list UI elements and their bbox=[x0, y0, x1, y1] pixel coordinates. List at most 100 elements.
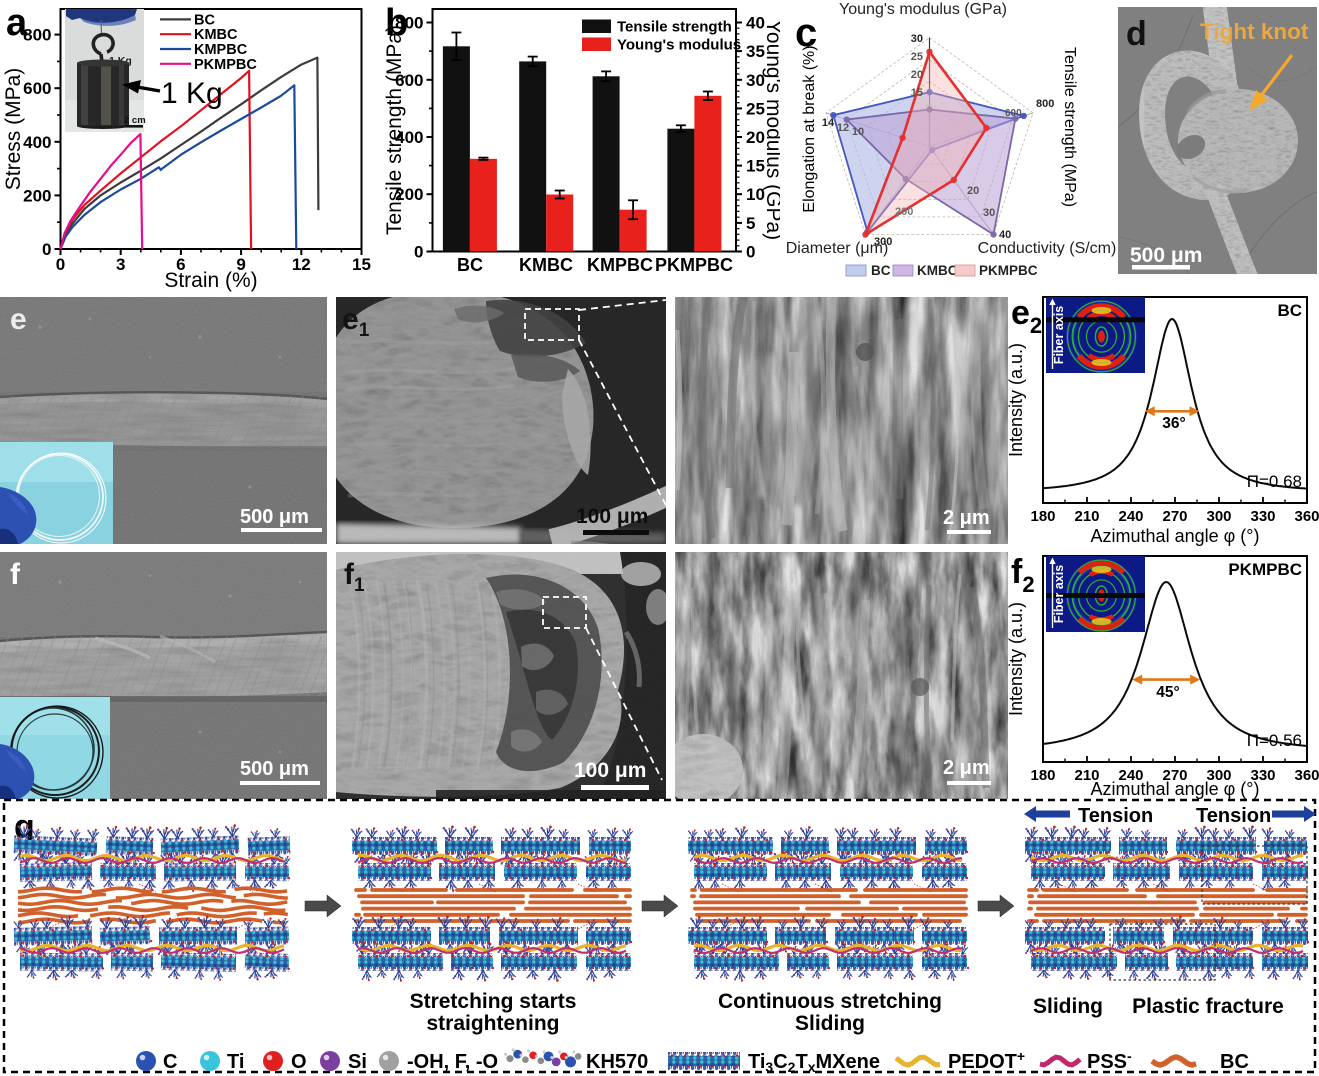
svg-text:200: 200 bbox=[895, 206, 913, 218]
svg-text:Sliding: Sliding bbox=[1033, 995, 1103, 1018]
svg-text:Ti: Ti bbox=[227, 1051, 244, 1073]
svg-text:Sliding: Sliding bbox=[795, 1012, 865, 1035]
svg-text:9: 9 bbox=[236, 255, 245, 274]
svg-text:30: 30 bbox=[983, 207, 995, 219]
svg-text:20: 20 bbox=[746, 128, 765, 147]
svg-text:0: 0 bbox=[56, 255, 65, 274]
svg-text:20: 20 bbox=[911, 69, 923, 81]
svg-text:O: O bbox=[291, 1051, 307, 1073]
svg-text:0: 0 bbox=[42, 240, 51, 259]
svg-text:PKMPBC: PKMPBC bbox=[655, 255, 733, 275]
svg-text:Elongation at break (%): Elongation at break (%) bbox=[801, 45, 818, 212]
svg-text:Tensile strength: Tensile strength bbox=[617, 19, 732, 36]
svg-text:800: 800 bbox=[395, 14, 423, 33]
svg-text:600: 600 bbox=[395, 71, 423, 90]
svg-text:Intensity (a.u.): Intensity (a.u.) bbox=[1008, 343, 1026, 457]
svg-text:PKMPBC: PKMPBC bbox=[194, 57, 257, 73]
svg-text:f2: f2 bbox=[1011, 553, 1035, 597]
svg-text:15: 15 bbox=[352, 255, 371, 274]
svg-text:30: 30 bbox=[746, 71, 765, 90]
svg-text:Π=0.56: Π=0.56 bbox=[1247, 731, 1302, 750]
svg-text:Young's modulus (GPa): Young's modulus (GPa) bbox=[839, 1, 1007, 18]
svg-text:straightening: straightening bbox=[426, 1012, 559, 1035]
svg-text:BC: BC bbox=[1220, 1051, 1249, 1073]
svg-text:25: 25 bbox=[746, 99, 765, 118]
svg-text:PKMPBC: PKMPBC bbox=[979, 263, 1038, 278]
svg-text:Azimuthal angle φ (°): Azimuthal angle φ (°) bbox=[1091, 526, 1260, 546]
svg-text:100 μm: 100 μm bbox=[576, 505, 648, 528]
svg-text:-OH, F, -O: -OH, F, -O bbox=[407, 1051, 498, 1073]
svg-text:100 μm: 100 μm bbox=[574, 759, 646, 782]
svg-text:KMPBC: KMPBC bbox=[587, 255, 653, 275]
svg-text:5: 5 bbox=[746, 214, 755, 233]
svg-text:1 Kg: 1 Kg bbox=[161, 77, 223, 110]
svg-text:2 μm: 2 μm bbox=[943, 507, 990, 529]
svg-text:Plastic fracture: Plastic fracture bbox=[1132, 995, 1284, 1018]
svg-text:PSS-: PSS- bbox=[1087, 1048, 1132, 1073]
svg-text:200: 200 bbox=[395, 185, 423, 204]
svg-text:BC: BC bbox=[1277, 301, 1302, 320]
svg-text:35: 35 bbox=[746, 42, 765, 61]
svg-text:36°: 36° bbox=[1162, 415, 1185, 432]
svg-text:240: 240 bbox=[1118, 508, 1143, 525]
svg-text:KMBC: KMBC bbox=[194, 27, 238, 43]
svg-text:15: 15 bbox=[746, 157, 765, 176]
svg-text:14: 14 bbox=[822, 117, 835, 129]
svg-text:f: f bbox=[10, 558, 21, 591]
svg-text:210: 210 bbox=[1074, 508, 1099, 525]
svg-text:500 μm: 500 μm bbox=[240, 758, 309, 780]
svg-text:Conductivity (S/cm): Conductivity (S/cm) bbox=[978, 240, 1117, 257]
svg-text:300: 300 bbox=[1206, 508, 1231, 525]
svg-text:360: 360 bbox=[1294, 508, 1319, 525]
svg-text:600: 600 bbox=[23, 79, 51, 98]
svg-text:e2: e2 bbox=[1011, 294, 1042, 338]
svg-text:3: 3 bbox=[116, 255, 125, 274]
svg-text:Fiber axis: Fiber axis bbox=[1052, 565, 1066, 623]
svg-text:800: 800 bbox=[23, 26, 51, 45]
svg-text:400: 400 bbox=[395, 128, 423, 147]
svg-text:Tension: Tension bbox=[1078, 805, 1153, 827]
svg-text:30: 30 bbox=[911, 33, 923, 45]
svg-text:d: d bbox=[1126, 15, 1147, 53]
svg-text:0: 0 bbox=[746, 243, 755, 262]
svg-text:240: 240 bbox=[1118, 767, 1143, 784]
svg-text:600: 600 bbox=[1005, 108, 1022, 119]
svg-text:e: e bbox=[10, 303, 27, 336]
svg-text:330: 330 bbox=[1250, 508, 1275, 525]
svg-text:C: C bbox=[163, 1051, 177, 1073]
svg-text:BC: BC bbox=[457, 255, 483, 275]
svg-text:Azimuthal angle φ (°): Azimuthal angle φ (°) bbox=[1091, 779, 1260, 799]
svg-text:c: c bbox=[795, 11, 817, 55]
svg-text:200: 200 bbox=[23, 186, 51, 205]
svg-text:2 μm: 2 μm bbox=[943, 757, 990, 779]
svg-text:Si: Si bbox=[348, 1051, 367, 1073]
svg-text:Π=0.68: Π=0.68 bbox=[1247, 472, 1302, 491]
svg-text:Stretching starts: Stretching starts bbox=[410, 990, 577, 1013]
svg-text:360: 360 bbox=[1294, 767, 1319, 784]
svg-text:210: 210 bbox=[1074, 767, 1099, 784]
svg-text:500 μm: 500 μm bbox=[1130, 244, 1202, 267]
svg-text:Young's modulus (GPa): Young's modulus (GPa) bbox=[762, 20, 780, 240]
svg-text:40: 40 bbox=[999, 229, 1011, 241]
svg-text:Intensity (a.u.): Intensity (a.u.) bbox=[1008, 602, 1026, 716]
svg-text:40: 40 bbox=[746, 14, 765, 33]
svg-text:6: 6 bbox=[176, 255, 185, 274]
svg-text:Young's modulus: Young's modulus bbox=[617, 37, 741, 54]
svg-text:Continuous stretching: Continuous stretching bbox=[718, 990, 942, 1013]
svg-text:Stress (MPa): Stress (MPa) bbox=[2, 68, 25, 191]
svg-text:Diameter (μm): Diameter (μm) bbox=[786, 240, 889, 257]
svg-text:Tension: Tension bbox=[1196, 805, 1271, 827]
svg-text:180: 180 bbox=[1030, 508, 1055, 525]
svg-text:45°: 45° bbox=[1156, 684, 1179, 701]
svg-text:500 μm: 500 μm bbox=[240, 506, 309, 528]
svg-text:Strain (%): Strain (%) bbox=[164, 269, 257, 292]
svg-text:180: 180 bbox=[1030, 767, 1055, 784]
svg-text:12: 12 bbox=[837, 122, 849, 134]
svg-text:10: 10 bbox=[746, 185, 765, 204]
svg-text:0: 0 bbox=[414, 243, 423, 262]
svg-text:Fiber axis: Fiber axis bbox=[1052, 306, 1066, 364]
svg-text:330: 330 bbox=[1250, 767, 1275, 784]
svg-text:PEDOT+: PEDOT+ bbox=[948, 1048, 1025, 1073]
svg-text:300: 300 bbox=[874, 236, 892, 248]
svg-text:KH570: KH570 bbox=[586, 1051, 648, 1073]
